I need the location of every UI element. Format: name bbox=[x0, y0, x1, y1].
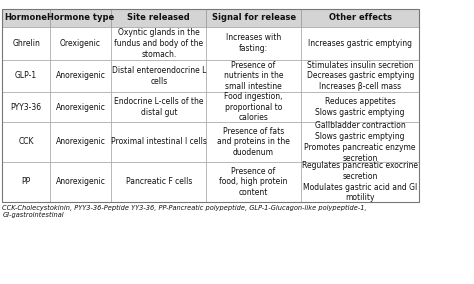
Bar bbox=[111, 162, 206, 202]
Text: Increases gastric emptying: Increases gastric emptying bbox=[308, 39, 412, 48]
Text: Ghrelin: Ghrelin bbox=[12, 39, 40, 48]
Bar bbox=[206, 92, 301, 122]
Bar bbox=[206, 122, 301, 162]
Bar bbox=[2, 92, 50, 122]
Bar bbox=[50, 162, 111, 202]
Bar bbox=[301, 122, 419, 162]
Text: Anorexigenic: Anorexigenic bbox=[55, 72, 106, 80]
Bar bbox=[301, 27, 419, 60]
Text: Food ingestion,
proportional to
calories: Food ingestion, proportional to calories bbox=[224, 92, 283, 122]
Bar bbox=[2, 122, 50, 162]
Bar bbox=[2, 60, 50, 92]
Bar bbox=[111, 60, 206, 92]
Text: Anorexigenic: Anorexigenic bbox=[55, 177, 106, 186]
Bar bbox=[111, 9, 206, 27]
Text: Endocrine L-cells of the
distal gut: Endocrine L-cells of the distal gut bbox=[114, 97, 203, 117]
Text: CCK: CCK bbox=[18, 137, 34, 147]
Bar bbox=[50, 9, 111, 27]
Text: Hormone: Hormone bbox=[5, 13, 47, 22]
Bar bbox=[50, 122, 111, 162]
Text: Oxyntic glands in the
fundus and body of the
stomach.: Oxyntic glands in the fundus and body of… bbox=[114, 28, 203, 59]
Text: PYY3-36: PYY3-36 bbox=[10, 103, 42, 112]
Text: Presence of fats
and proteins in the
duodenum: Presence of fats and proteins in the duo… bbox=[217, 127, 290, 157]
Bar bbox=[2, 162, 50, 202]
Text: Pancreatic F cells: Pancreatic F cells bbox=[126, 177, 192, 186]
Text: Stimulates insulin secretion
Decreases gastric emptying
Increases β-cell mass: Stimulates insulin secretion Decreases g… bbox=[307, 61, 414, 91]
Text: Orexigenic: Orexigenic bbox=[60, 39, 101, 48]
Bar bbox=[111, 122, 206, 162]
Bar bbox=[206, 60, 301, 92]
Bar bbox=[301, 162, 419, 202]
Text: Gallbladder contraction
Slows gastric emptying
Promotes pancreatic enzyme
secret: Gallbladder contraction Slows gastric em… bbox=[304, 121, 416, 163]
Bar bbox=[50, 60, 111, 92]
Text: Hormone type: Hormone type bbox=[47, 13, 114, 22]
Bar bbox=[2, 9, 50, 27]
Bar bbox=[206, 27, 301, 60]
Text: Other effects: Other effects bbox=[329, 13, 392, 22]
Bar bbox=[301, 92, 419, 122]
Text: Presence of
nutrients in the
small intestine: Presence of nutrients in the small intes… bbox=[224, 61, 283, 91]
Bar bbox=[301, 9, 419, 27]
Text: Distal enteroendocrine L
cells: Distal enteroendocrine L cells bbox=[111, 66, 206, 86]
Bar bbox=[111, 92, 206, 122]
Bar bbox=[206, 9, 301, 27]
Text: Increases with
fasting:: Increases with fasting: bbox=[226, 34, 281, 53]
Text: Anorexigenic: Anorexigenic bbox=[55, 137, 106, 147]
Text: PP: PP bbox=[21, 177, 31, 186]
Text: Presence of
food, high protein
content: Presence of food, high protein content bbox=[219, 166, 288, 197]
Bar bbox=[2, 27, 50, 60]
Bar bbox=[50, 27, 111, 60]
Text: Anorexigenic: Anorexigenic bbox=[55, 103, 106, 112]
Text: Proximal intestinal I cells: Proximal intestinal I cells bbox=[111, 137, 207, 147]
Text: CCK-Cholecystokinin, PYY3-36-Peptide YY3-36, PP-Pancreatic polypeptide, GLP-1-Gl: CCK-Cholecystokinin, PYY3-36-Peptide YY3… bbox=[2, 205, 367, 218]
Text: Regulates pancreatic exocrine
secretion
Modulates gastric acid and GI
motility: Regulates pancreatic exocrine secretion … bbox=[302, 161, 418, 202]
Bar bbox=[2, 9, 419, 202]
Text: GLP-1: GLP-1 bbox=[15, 72, 37, 80]
Text: Reduces appetites
Slows gastric emptying: Reduces appetites Slows gastric emptying bbox=[316, 97, 405, 117]
Bar bbox=[111, 27, 206, 60]
Bar bbox=[301, 60, 419, 92]
Text: Site released: Site released bbox=[128, 13, 190, 22]
Bar bbox=[206, 162, 301, 202]
Text: Signal for release: Signal for release bbox=[211, 13, 296, 22]
Bar bbox=[50, 92, 111, 122]
